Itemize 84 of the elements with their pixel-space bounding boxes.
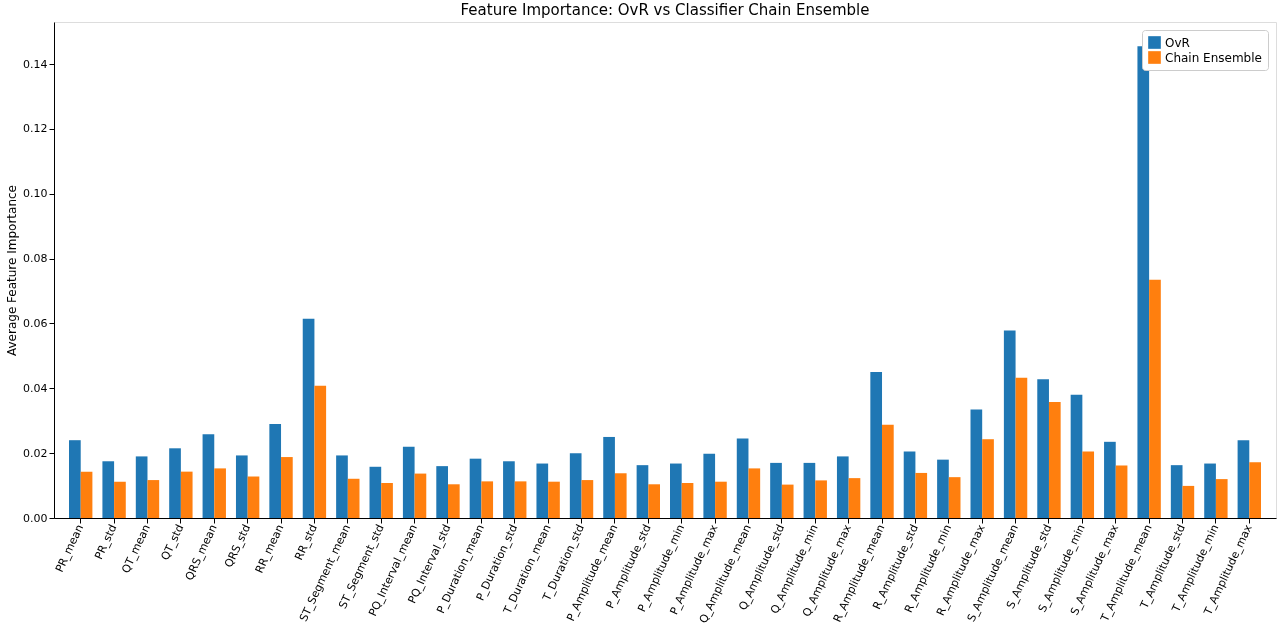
- y-tick-label: 0.06: [23, 316, 48, 330]
- bar: [1048, 401, 1061, 518]
- bar: [1137, 46, 1150, 518]
- bar: [815, 480, 827, 518]
- bar: [1249, 462, 1261, 518]
- bar: [147, 480, 160, 518]
- bar: [1182, 485, 1195, 518]
- y-axis-title: Average Feature Importance: [5, 184, 20, 357]
- bar: [903, 451, 916, 518]
- bar: [681, 482, 694, 518]
- bar: [982, 439, 994, 518]
- bar: [1070, 394, 1083, 518]
- y-tick-label: 0.04: [23, 381, 48, 395]
- bar: [548, 481, 560, 518]
- bar: [781, 484, 794, 518]
- bar: [1149, 279, 1161, 518]
- bar: [302, 318, 315, 518]
- y-tick-label: 0.10: [23, 187, 48, 201]
- bar: [603, 436, 615, 518]
- y-tick-label: 0.14: [23, 57, 48, 71]
- bar: [948, 477, 961, 518]
- bar: [569, 453, 582, 518]
- bar: [648, 484, 660, 518]
- bar: [514, 481, 527, 518]
- bar: [1215, 479, 1228, 518]
- bar: [614, 473, 627, 518]
- bar: [736, 438, 749, 518]
- bar: [770, 462, 782, 518]
- bar: [135, 456, 148, 518]
- bar: [414, 473, 427, 518]
- bar: [314, 385, 327, 518]
- bar: [937, 459, 949, 518]
- bar: [803, 462, 816, 518]
- legend-label: Chain Ensemble: [1165, 50, 1262, 65]
- bar: [469, 458, 482, 518]
- bar: [748, 468, 761, 518]
- bar: [180, 471, 193, 518]
- bar: [581, 480, 594, 518]
- bar: [402, 446, 415, 518]
- bar: [915, 472, 928, 518]
- bar: [882, 424, 894, 518]
- bar: [503, 461, 515, 518]
- bar: [381, 482, 393, 518]
- bar: [102, 461, 115, 518]
- bar: [369, 466, 382, 518]
- bar: [536, 463, 549, 518]
- bar: [1115, 465, 1128, 518]
- bar: [436, 466, 448, 518]
- bar: [670, 463, 682, 518]
- bar: [836, 456, 849, 518]
- y-tick-label: 0.08: [23, 252, 48, 266]
- bar: [336, 455, 348, 518]
- bar: [169, 448, 181, 518]
- bar: [703, 453, 716, 518]
- bar: [715, 481, 727, 518]
- bar: [1082, 451, 1095, 518]
- bar: [1104, 441, 1116, 518]
- bar: [481, 481, 494, 518]
- bar: [1015, 377, 1028, 518]
- bar: [114, 481, 126, 518]
- bar: [202, 434, 215, 518]
- bar: [1237, 440, 1250, 518]
- bar: [1037, 379, 1049, 518]
- bar: [347, 478, 360, 518]
- bar: [235, 455, 248, 518]
- bar: [447, 484, 460, 518]
- bar: [1204, 463, 1216, 518]
- y-tick-label: 0.00: [23, 511, 48, 525]
- bar: [80, 471, 93, 518]
- bar: [247, 476, 260, 518]
- bar: [970, 409, 983, 518]
- bar: [1003, 330, 1016, 518]
- bar: [69, 440, 81, 518]
- bar: [281, 457, 293, 518]
- y-tick-label: 0.02: [23, 446, 48, 460]
- chart-title: Feature Importance: OvR vs Classifier Chain Ensemble: [460, 1, 870, 19]
- bar: [870, 372, 883, 518]
- y-tick-label: 0.12: [23, 122, 48, 136]
- bar: [214, 468, 226, 518]
- bar: [269, 423, 282, 518]
- legend-label: OvR: [1165, 35, 1190, 50]
- bar: [848, 478, 861, 518]
- bar: [636, 465, 649, 518]
- bar: [1170, 465, 1183, 518]
